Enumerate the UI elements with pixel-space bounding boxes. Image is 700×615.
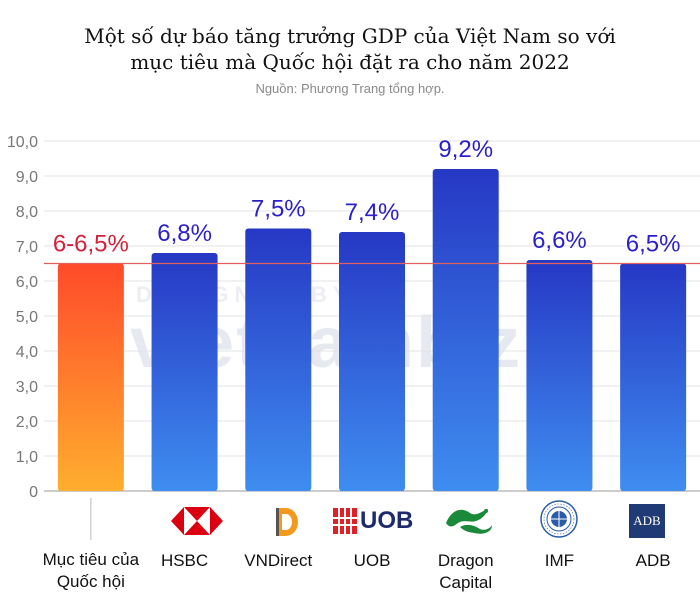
data-label: 7,5% xyxy=(251,196,306,223)
forecast-bar xyxy=(339,232,405,491)
y-tick-label: 5,0 xyxy=(16,309,38,326)
target-bar xyxy=(57,263,124,491)
vndirect-icon xyxy=(276,508,298,536)
x-tick-label: UOB xyxy=(317,550,427,572)
hsbc-icon xyxy=(171,507,223,535)
x-tick-label-line: ADB xyxy=(635,551,671,570)
data-label: 6,5% xyxy=(626,231,681,258)
x-tick-label-line: Mục tiêu của xyxy=(42,550,140,569)
source-note: Nguồn: Phương Trang tổng hợp. xyxy=(255,81,445,96)
adb-logo: ADB xyxy=(629,504,665,538)
y-tick-label: 9,0 xyxy=(16,169,38,186)
y-tick-label: 0 xyxy=(29,484,38,501)
forecast-bar xyxy=(526,260,593,491)
uob-icon xyxy=(333,508,357,534)
data-label: 6-6,5% xyxy=(53,231,129,258)
x-tick-label-line: Capital xyxy=(439,573,493,592)
dragon-icon xyxy=(446,509,492,534)
forecast-bar xyxy=(151,253,218,491)
x-tick-label: Dragon Capital xyxy=(411,550,521,594)
y-tick-label: 1,0 xyxy=(16,449,38,466)
imf-logo xyxy=(540,500,578,543)
imf-seal-icon xyxy=(540,500,578,538)
y-tick-label: 2,0 xyxy=(16,414,38,431)
adb-logo-text: ADB xyxy=(633,513,661,528)
x-tick-label-line: IMF xyxy=(544,551,575,570)
data-label: 9,2% xyxy=(438,136,493,163)
uob-logo-text: UOB xyxy=(360,507,414,534)
hsbc-logo xyxy=(171,507,223,540)
data-label: 6,6% xyxy=(532,227,587,254)
x-tick-label: Mục tiêu của Quốc hội xyxy=(36,549,146,593)
x-tick-label-line: HSBC xyxy=(160,551,209,570)
y-tick-label: 7,0 xyxy=(16,239,38,256)
x-tick-label: IMF xyxy=(504,550,614,572)
x-tick-label: VNDirect xyxy=(223,550,333,572)
x-tick-label: ADB xyxy=(598,550,700,572)
chart-title-line2: mục tiêu mà Quốc hội đặt ra cho năm 2022 xyxy=(130,50,570,74)
forecast-bar xyxy=(245,228,312,491)
y-tick-label: 10,0 xyxy=(7,134,38,151)
data-label: 7,4% xyxy=(345,199,400,226)
y-tick-label: 3,0 xyxy=(16,379,38,396)
x-tick-label-line: VNDirect xyxy=(244,551,313,570)
x-tick-label-line: Dragon xyxy=(437,551,494,570)
data-label: 6,8% xyxy=(157,220,212,247)
dragon-capital-logo xyxy=(442,503,496,542)
chart-title-line1: Một số dự báo tăng trưởng GDP của Việt N… xyxy=(84,24,616,48)
uob-logo: UOB xyxy=(333,507,413,535)
x-tick-label-line: Quốc hội xyxy=(56,572,125,591)
forecast-bar xyxy=(432,169,499,491)
x-tick-label-line: UOB xyxy=(353,551,391,570)
vndirect-logo xyxy=(273,505,301,544)
forecast-bar xyxy=(620,263,687,491)
y-tick-label: 8,0 xyxy=(16,204,38,221)
y-tick-label: 4,0 xyxy=(16,344,38,361)
y-tick-label: 6,0 xyxy=(16,274,38,291)
x-tick-label: HSBC xyxy=(130,550,240,572)
